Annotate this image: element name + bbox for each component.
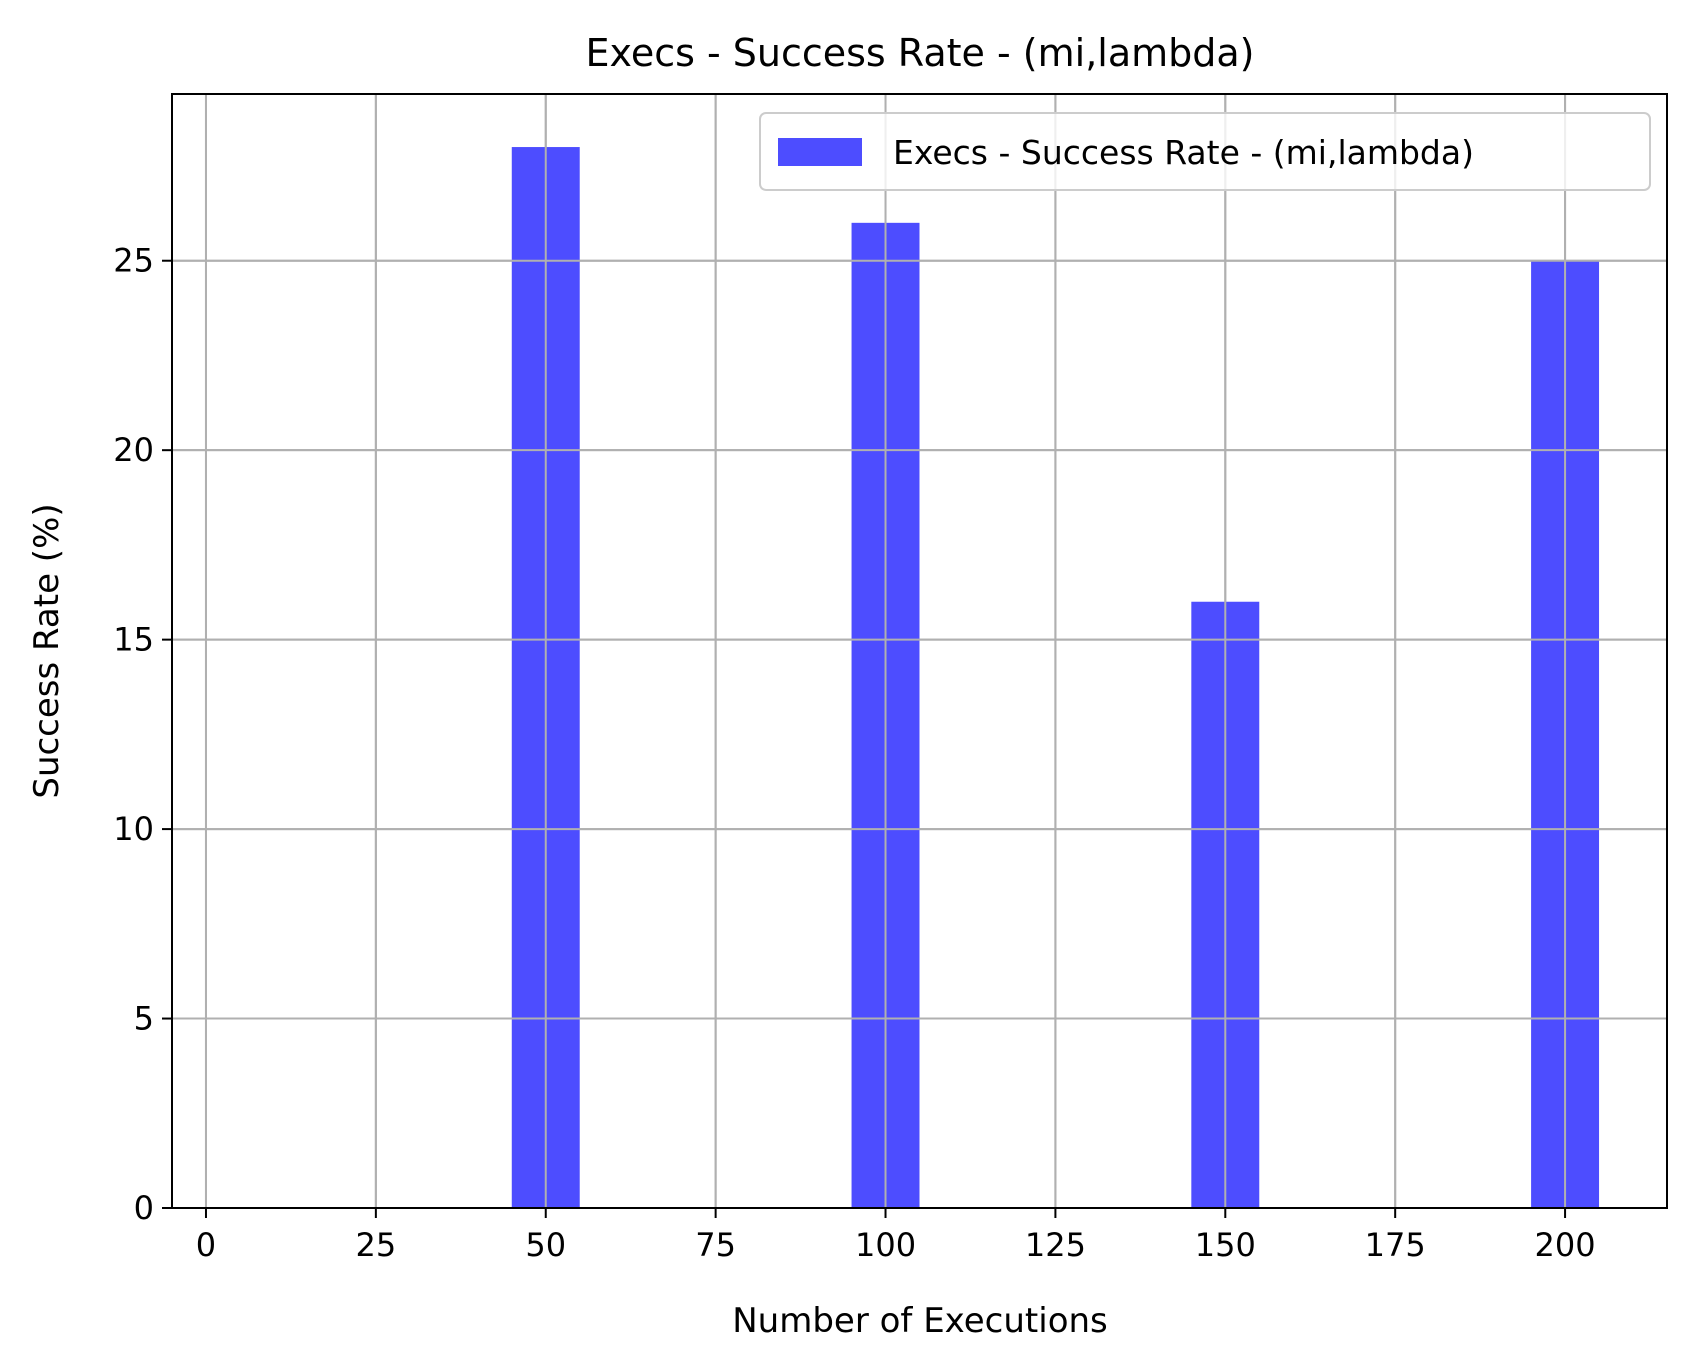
legend-label: Execs - Success Rate - (mi,lambda) [893, 133, 1474, 172]
x-tick-label: 175 [1365, 1226, 1426, 1264]
legend-swatch [778, 138, 862, 166]
x-tick-label: 50 [525, 1226, 566, 1264]
y-tick-label: 20 [113, 431, 154, 469]
legend-box [759, 112, 1651, 191]
y-tick-label: 0 [134, 1189, 154, 1227]
y-tick-label: 15 [113, 621, 154, 659]
y-tick-label: 25 [113, 242, 154, 280]
legend: Execs - Success Rate - (mi,lambda) [759, 112, 1651, 191]
x-tick-label: 125 [1025, 1226, 1086, 1264]
x-tick-label: 25 [356, 1226, 397, 1264]
y-tick-label: 10 [113, 810, 154, 848]
chart-title: Execs - Success Rate - (mi,lambda) [585, 31, 1254, 75]
y-axis-label: Success Rate (%) [27, 503, 67, 798]
x-tick-label: 150 [1195, 1226, 1256, 1264]
plot-frame [171, 93, 1668, 1209]
y-tick-label: 5 [134, 1000, 154, 1038]
x-tick-label: 100 [855, 1226, 916, 1264]
x-tick-label: 75 [695, 1226, 736, 1264]
x-axis-label: Number of Executions [732, 1301, 1108, 1341]
x-tick-label: 200 [1535, 1226, 1596, 1264]
bars [172, 94, 1667, 1209]
x-tick-label: 0 [196, 1226, 216, 1264]
axis-ticks: 0 25 50 75 100 125 150 175 200 0 5 10 15 20 25 [113, 242, 1595, 1264]
